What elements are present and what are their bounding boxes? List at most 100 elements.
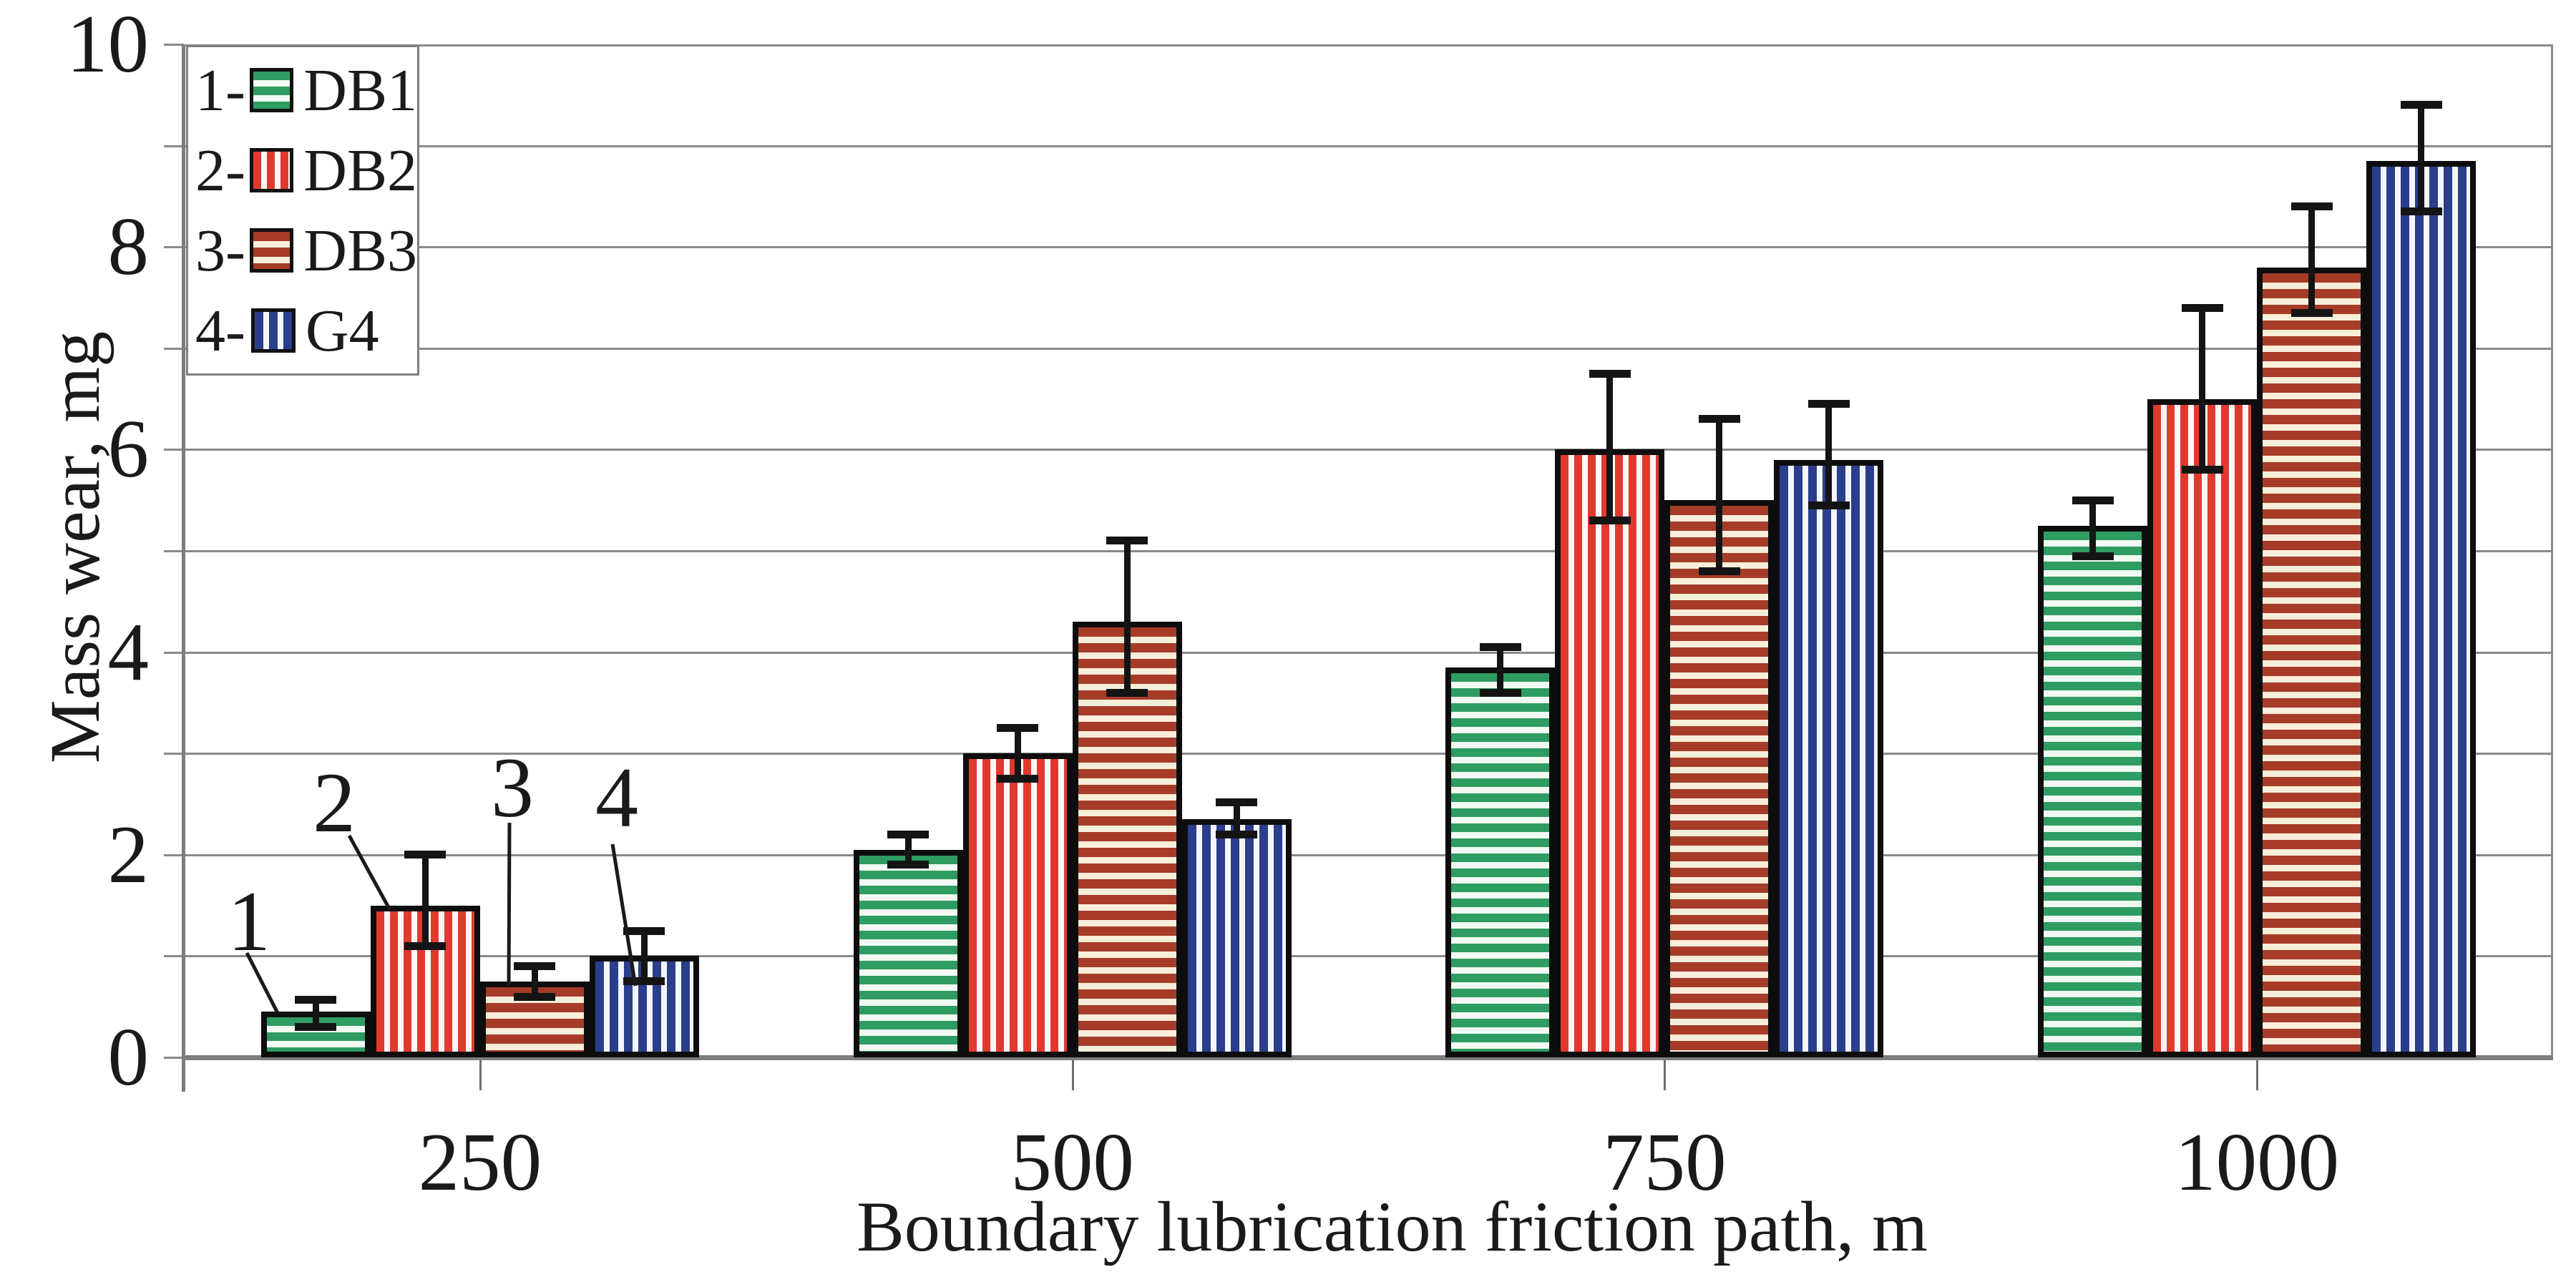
legend-number: 2- xyxy=(195,137,245,204)
legend-number: 1- xyxy=(195,57,245,124)
error-bar-cap-top-DB3-750 xyxy=(1698,415,1740,424)
error-bar-cap-bottom-DB3-1000 xyxy=(2290,308,2333,317)
bar-G4-750 xyxy=(1774,459,1884,1057)
legend-swatch-G4-icon xyxy=(251,308,296,353)
gridline-4 xyxy=(184,651,2553,654)
error-bar-stem-G4-1000 xyxy=(2418,104,2425,212)
error-bar-cap-bottom-DB2-750 xyxy=(1589,517,1631,525)
y-tick-9 xyxy=(164,145,184,147)
legend-label: DB1 xyxy=(303,57,417,124)
error-bar-stem-DB3-1000 xyxy=(2308,206,2316,313)
error-bar-stem-DB2-1000 xyxy=(2199,308,2206,470)
error-bar-cap-top-DB3-1000 xyxy=(2290,202,2333,211)
gridline-2 xyxy=(184,853,2553,856)
legend-label: DB3 xyxy=(303,217,417,284)
legend-swatch-DB2-icon xyxy=(250,148,294,192)
plot-frame-top xyxy=(184,44,2553,47)
y-tick-6 xyxy=(164,449,184,451)
error-bar-cap-top-DB1-750 xyxy=(1479,643,1521,652)
y-tick-label-4: 4 xyxy=(107,606,150,698)
y-tick-8 xyxy=(164,246,184,249)
error-bar-cap-top-DB2-1000 xyxy=(2181,303,2223,312)
y-tick-label-10: 10 xyxy=(67,0,149,89)
error-bar-cap-top-G4-250 xyxy=(623,926,665,935)
y-tick-5 xyxy=(164,550,184,552)
gridline-9 xyxy=(184,145,2553,147)
error-bar-stem-DB1-500 xyxy=(904,834,912,865)
bar-DB2-750 xyxy=(1555,449,1665,1057)
bar-DB1-500 xyxy=(853,849,963,1057)
gridline-5 xyxy=(184,550,2553,552)
x-tick-label-750: 750 xyxy=(1603,1117,1727,1208)
error-bar-stem-DB2-750 xyxy=(1606,373,1614,521)
error-bar-stem-DB1-1000 xyxy=(2089,500,2097,557)
legend-number: 3- xyxy=(195,217,245,284)
error-bar-stem-G4-750 xyxy=(1825,403,1833,506)
error-bar-stem-DB1-750 xyxy=(1497,647,1504,693)
legend-item-G4: 4- G4 xyxy=(188,290,417,371)
error-bar-cap-top-DB2-750 xyxy=(1589,369,1631,378)
gridline-8 xyxy=(184,246,2553,249)
legend-swatch-DB3-icon xyxy=(250,228,294,273)
bar-G4-500 xyxy=(1181,819,1292,1057)
x-tick-750 xyxy=(1664,1057,1667,1090)
annotation-1: 1 xyxy=(228,874,270,969)
error-bar-cap-top-DB2-500 xyxy=(997,724,1039,733)
error-bar-cap-top-G4-1000 xyxy=(2400,101,2442,109)
error-bar-cap-top-DB3-500 xyxy=(1106,537,1148,545)
error-bar-cap-top-DB1-1000 xyxy=(2072,496,2114,504)
error-bar-cap-bottom-DB2-500 xyxy=(997,775,1039,783)
x-tick-500 xyxy=(1071,1057,1074,1090)
error-bar-cap-bottom-DB1-500 xyxy=(887,861,930,869)
y-tick-2 xyxy=(164,853,184,856)
legend-label: G4 xyxy=(306,297,379,364)
legend-item-DB3: 3- DB3 xyxy=(188,210,417,290)
error-bar-cap-top-G4-750 xyxy=(1807,400,1850,408)
x-tick-label-1000: 1000 xyxy=(2175,1117,2340,1208)
error-bar-cap-top-G4-500 xyxy=(1216,798,1258,806)
gridline-7 xyxy=(184,347,2553,350)
y-axis-line xyxy=(182,44,185,1092)
error-bar-stem-G4-500 xyxy=(1233,802,1240,835)
error-bar-cap-bottom-DB1-250 xyxy=(295,1023,337,1032)
bar-DB3-750 xyxy=(1664,500,1775,1057)
error-bar-stem-G4-250 xyxy=(640,931,648,982)
error-bar-cap-bottom-DB3-750 xyxy=(1698,567,1740,575)
y-tick-label-0: 0 xyxy=(107,1012,150,1102)
x-tick-label-250: 250 xyxy=(418,1117,542,1208)
error-bar-cap-bottom-DB3-250 xyxy=(514,992,556,1001)
legend-item-DB1: 1- DB1 xyxy=(188,50,417,130)
error-bar-cap-bottom-DB2-250 xyxy=(404,941,447,950)
error-bar-cap-bottom-G4-500 xyxy=(1216,830,1258,838)
y-tick-label-2: 2 xyxy=(107,808,150,900)
error-bar-cap-bottom-G4-1000 xyxy=(2400,207,2442,216)
error-bar-cap-top-DB1-250 xyxy=(295,995,337,1004)
x-tick-label-500: 500 xyxy=(1010,1117,1134,1208)
y-tick-7 xyxy=(164,347,184,350)
error-bar-cap-bottom-DB2-1000 xyxy=(2181,466,2223,474)
legend-item-DB2: 2- DB2 xyxy=(188,130,417,210)
y-tick-10 xyxy=(164,44,184,46)
annotation-4: 4 xyxy=(595,750,638,845)
annotation-3: 3 xyxy=(491,740,534,835)
error-bar-cap-bottom-G4-750 xyxy=(1807,501,1850,509)
x-axis-title: Boundary lubrication friction path, m xyxy=(857,1187,1928,1266)
gridline-6 xyxy=(184,449,2553,451)
y-tick-3 xyxy=(164,753,184,755)
legend-box: 1- DB1 2- DB2 3- DB3 4- G4 xyxy=(186,45,419,376)
error-bar-cap-bottom-DB3-500 xyxy=(1106,688,1148,697)
x-tick-250 xyxy=(479,1057,482,1090)
error-bar-stem-DB3-750 xyxy=(1716,419,1723,572)
error-bar-cap-top-DB3-250 xyxy=(514,962,556,971)
bar-DB2-500 xyxy=(962,753,1073,1057)
error-bar-stem-DB2-250 xyxy=(421,854,429,946)
gridline-3 xyxy=(184,753,2553,755)
error-bar-stem-DB2-500 xyxy=(1014,728,1021,779)
bar-DB1-750 xyxy=(1445,667,1556,1057)
legend-label: DB2 xyxy=(303,137,417,204)
y-tick-1 xyxy=(164,955,184,958)
error-bar-cap-top-DB2-250 xyxy=(404,851,447,859)
y-tick-label-6: 6 xyxy=(107,403,150,495)
error-bar-stem-DB3-500 xyxy=(1123,540,1131,693)
